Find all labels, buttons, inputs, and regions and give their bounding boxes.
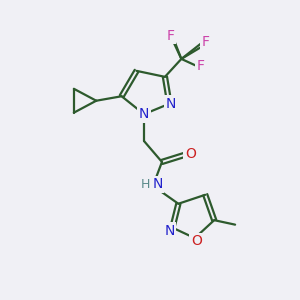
Text: N: N xyxy=(152,177,163,191)
Text: F: F xyxy=(201,35,209,50)
Text: F: F xyxy=(167,29,175,43)
Text: N: N xyxy=(164,224,175,238)
Text: H: H xyxy=(141,178,150,191)
Text: N: N xyxy=(139,107,149,121)
Text: O: O xyxy=(191,234,202,248)
Text: F: F xyxy=(197,59,205,73)
Text: O: O xyxy=(185,148,196,161)
Text: N: N xyxy=(166,97,176,111)
